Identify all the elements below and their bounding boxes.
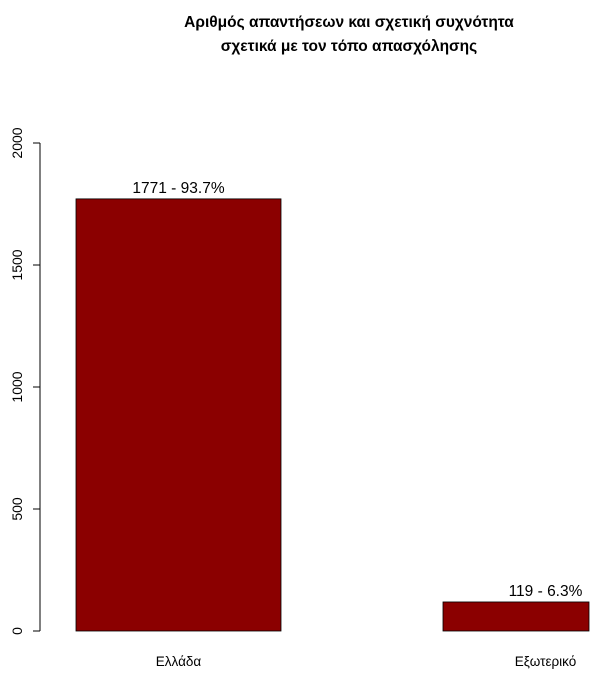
y-tick-label: 0 <box>9 627 25 635</box>
chart-subtitle: σχετικά με τον τόπο απασχόλησης <box>221 38 477 55</box>
y-tick-label: 1000 <box>9 371 25 402</box>
chart-title: Αριθμός απαντήσεων και σχετική συχνότητα <box>184 14 514 31</box>
bar-data-label: 119 - 6.3% <box>509 583 583 600</box>
y-tick-label: 2000 <box>9 127 25 158</box>
data-labels-group: 1771 - 93.7% 119 - 6.3% <box>132 180 582 600</box>
y-tick-label: 500 <box>9 497 25 521</box>
y-axis: 0 500 1000 1500 2000 <box>9 127 41 635</box>
bars-group <box>75 198 590 632</box>
x-axis-labels: Ελλάδα Εξωτερικό <box>156 654 576 669</box>
x-category-label: Εξωτερικό <box>515 654 577 669</box>
bar-data-label: 1771 - 93.7% <box>132 180 224 197</box>
bar <box>75 198 282 632</box>
y-tick-label: 1500 <box>9 249 25 280</box>
x-category-label: Ελλάδα <box>156 654 202 669</box>
bar <box>442 601 590 632</box>
